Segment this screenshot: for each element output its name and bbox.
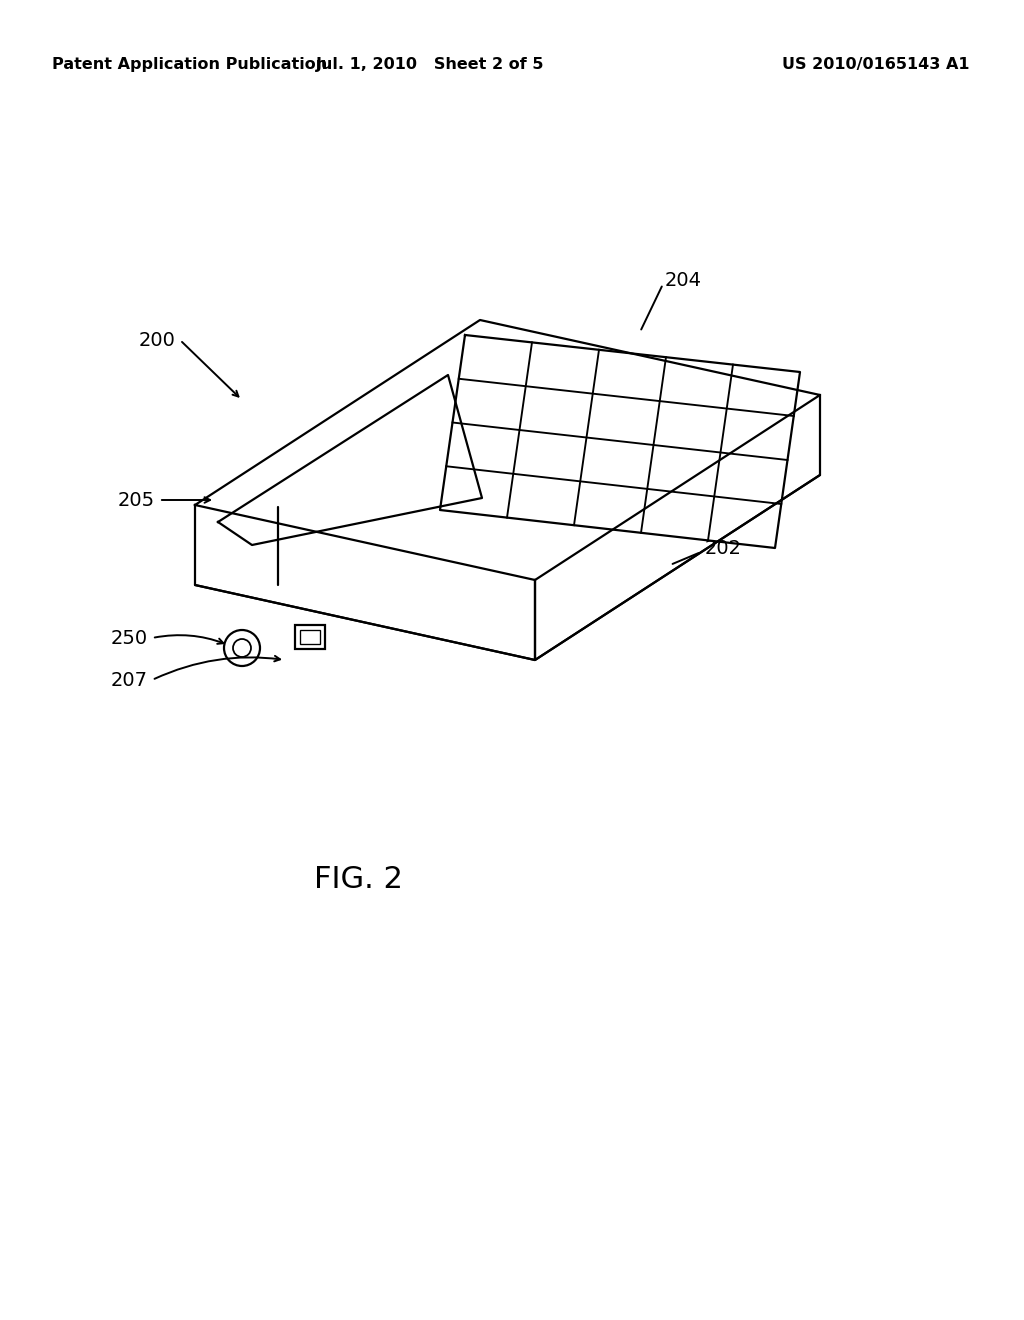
Text: FIG. 2: FIG. 2 — [313, 866, 402, 895]
Text: 200: 200 — [138, 330, 175, 350]
Text: Patent Application Publication: Patent Application Publication — [52, 58, 328, 73]
Text: 207: 207 — [111, 671, 148, 689]
Text: 205: 205 — [118, 491, 155, 510]
Text: 204: 204 — [665, 271, 702, 289]
Bar — [295, 624, 325, 649]
Text: US 2010/0165143 A1: US 2010/0165143 A1 — [782, 58, 970, 73]
Text: Jul. 1, 2010   Sheet 2 of 5: Jul. 1, 2010 Sheet 2 of 5 — [315, 58, 544, 73]
Text: 250: 250 — [111, 628, 148, 648]
Text: 202: 202 — [705, 539, 742, 557]
Bar — [300, 630, 319, 644]
